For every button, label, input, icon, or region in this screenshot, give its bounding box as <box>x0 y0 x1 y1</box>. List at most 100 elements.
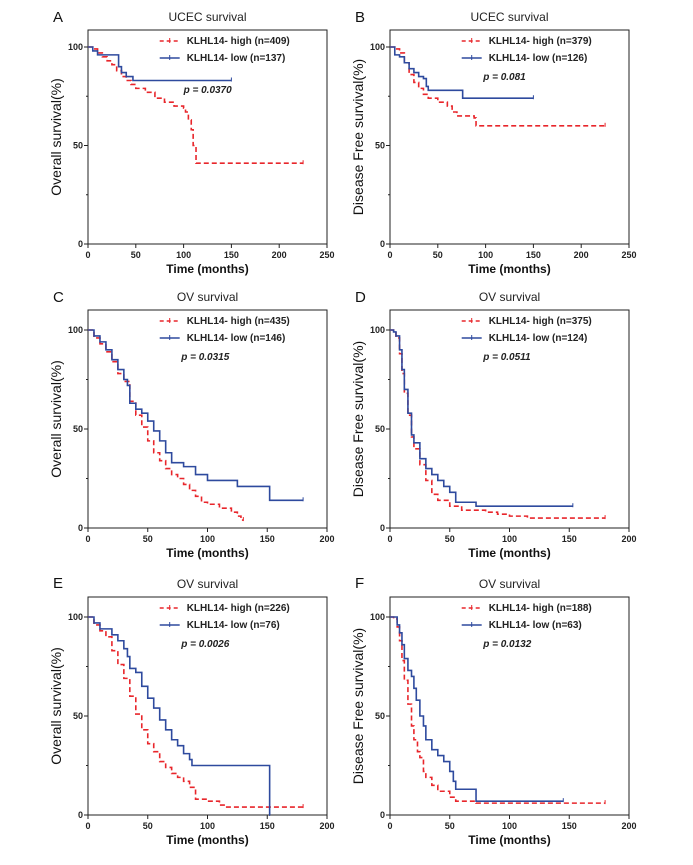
legend-label-high: KLHL14- high (n=379) <box>489 36 592 47</box>
p-value-label: p = 0.0511 <box>482 352 531 363</box>
x-tick-label: 0 <box>85 534 90 544</box>
legend-label-high: KLHL14- high (n=435) <box>187 316 290 327</box>
y-axis-label: Overall survival(%) <box>48 647 64 764</box>
panel-e: E OV survival 0 50 100 0 50 100 150 200 Time (mont… <box>48 575 335 847</box>
y-tick-label: 0 <box>78 810 83 820</box>
chart-title: OV survival <box>479 577 540 591</box>
x-axis-label: Time (months) <box>166 833 248 847</box>
panel-letter: E <box>53 575 63 592</box>
y-tick-label: 100 <box>370 612 385 622</box>
legend-label-high: KLHL14- high (n=375) <box>489 316 592 327</box>
x-tick-label: 150 <box>562 821 577 831</box>
y-tick-label: 100 <box>68 42 83 52</box>
p-value-label: p = 0.0132 <box>482 639 532 650</box>
x-tick-label: 100 <box>200 821 215 831</box>
chart-title: OV survival <box>177 290 238 304</box>
x-tick-label: 0 <box>387 250 392 260</box>
y-axis-label: Disease Free survival(%) <box>350 59 366 215</box>
legend-label-low: KLHL14- low (n=76) <box>187 620 280 631</box>
x-tick-label: 0 <box>85 250 90 260</box>
chart-title: OV survival <box>479 290 540 304</box>
survival-curve-high <box>88 46 304 165</box>
y-tick-label: 100 <box>68 325 83 335</box>
x-tick-label: 150 <box>224 250 239 260</box>
panel-d: D OV survival 0 50 100 0 50 100 150 200 Time (mont… <box>350 289 637 560</box>
x-tick-label: 200 <box>319 821 334 831</box>
chart-title: UCEC survival <box>470 10 548 24</box>
x-tick-label: 100 <box>478 250 493 260</box>
legend-label-low: KLHL14- low (n=146) <box>187 333 286 344</box>
p-value-label: p = 0.0315 <box>180 352 230 363</box>
survival-curve-low <box>390 616 564 802</box>
survival-curve-low <box>390 329 573 508</box>
y-axis-label: Overall survival(%) <box>48 78 64 195</box>
x-tick-label: 100 <box>502 821 517 831</box>
x-tick-label: 200 <box>621 534 636 544</box>
panel-letter: B <box>355 9 365 26</box>
x-tick-label: 50 <box>433 250 443 260</box>
legend-label-low: KLHL14- low (n=126) <box>489 53 588 64</box>
x-axis-label: Time (months) <box>468 262 550 276</box>
x-axis-label: Time (months) <box>468 546 550 560</box>
x-tick-label: 50 <box>131 250 141 260</box>
p-value-label: p = 0.081 <box>482 72 526 83</box>
x-tick-label: 200 <box>574 250 589 260</box>
x-tick-label: 250 <box>319 250 334 260</box>
y-tick-label: 0 <box>380 523 385 533</box>
y-tick-label: 50 <box>73 711 83 721</box>
x-tick-label: 250 <box>621 250 636 260</box>
survival-curve-high <box>390 616 606 804</box>
survival-curve-high <box>88 329 244 521</box>
panel-f: F OV survival 0 50 100 0 50 100 150 200 Time (mont… <box>350 575 637 847</box>
legend-label-low: KLHL14- low (n=137) <box>187 53 286 64</box>
chart-title: OV survival <box>177 577 238 591</box>
x-tick-label: 200 <box>272 250 287 260</box>
x-tick-label: 200 <box>319 534 334 544</box>
panel-letter: D <box>355 289 366 306</box>
panel-c: C OV survival 0 50 100 0 50 100 150 200 Time (mont… <box>48 289 335 560</box>
survival-curve-low <box>88 46 232 82</box>
plot-frame <box>87 29 328 245</box>
y-axis-label: Overall survival(%) <box>48 360 64 477</box>
y-tick-label: 50 <box>73 424 83 434</box>
survival-curve-low <box>390 46 534 100</box>
survival-curve-low <box>88 329 304 502</box>
x-axis-label: Time (months) <box>166 546 248 560</box>
legend-label-high: KLHL14- high (n=409) <box>187 36 290 47</box>
x-tick-label: 100 <box>200 534 215 544</box>
chart-title: UCEC survival <box>168 10 246 24</box>
x-tick-label: 100 <box>176 250 191 260</box>
x-tick-label: 50 <box>445 534 455 544</box>
p-value-label: p = 0.0370 <box>183 85 233 96</box>
x-tick-label: 0 <box>387 821 392 831</box>
x-tick-label: 150 <box>260 821 275 831</box>
y-tick-label: 100 <box>370 42 385 52</box>
y-tick-label: 0 <box>78 523 83 533</box>
x-tick-label: 150 <box>526 250 541 260</box>
x-tick-label: 50 <box>143 821 153 831</box>
x-tick-label: 150 <box>260 534 275 544</box>
survival-curve-high <box>390 329 606 519</box>
survival-curve-high <box>88 616 304 808</box>
x-tick-label: 150 <box>562 534 577 544</box>
y-tick-label: 0 <box>380 810 385 820</box>
panel-letter: A <box>53 9 63 26</box>
panel-letter: C <box>53 289 64 306</box>
x-tick-label: 0 <box>387 534 392 544</box>
y-axis-label: Disease Free survival(%) <box>350 628 366 784</box>
legend-label-high: KLHL14- high (n=226) <box>187 603 290 614</box>
y-tick-label: 50 <box>375 424 385 434</box>
y-tick-label: 0 <box>78 239 83 249</box>
y-tick-label: 50 <box>73 141 83 151</box>
y-tick-label: 0 <box>380 239 385 249</box>
panel-b: B UCEC survival 0 50 100 0 50 100 150 200 250 Time … <box>350 9 637 276</box>
x-tick-label: 0 <box>85 821 90 831</box>
x-tick-label: 50 <box>445 821 455 831</box>
x-tick-label: 200 <box>621 821 636 831</box>
x-tick-label: 100 <box>502 534 517 544</box>
legend-label-low: KLHL14- low (n=124) <box>489 333 588 344</box>
panel-a: A UCEC survival 0 50 100 0 50 100 150 200 250 Time … <box>48 9 335 276</box>
legend-label-high: KLHL14- high (n=188) <box>489 603 592 614</box>
x-axis-label: Time (months) <box>166 262 248 276</box>
